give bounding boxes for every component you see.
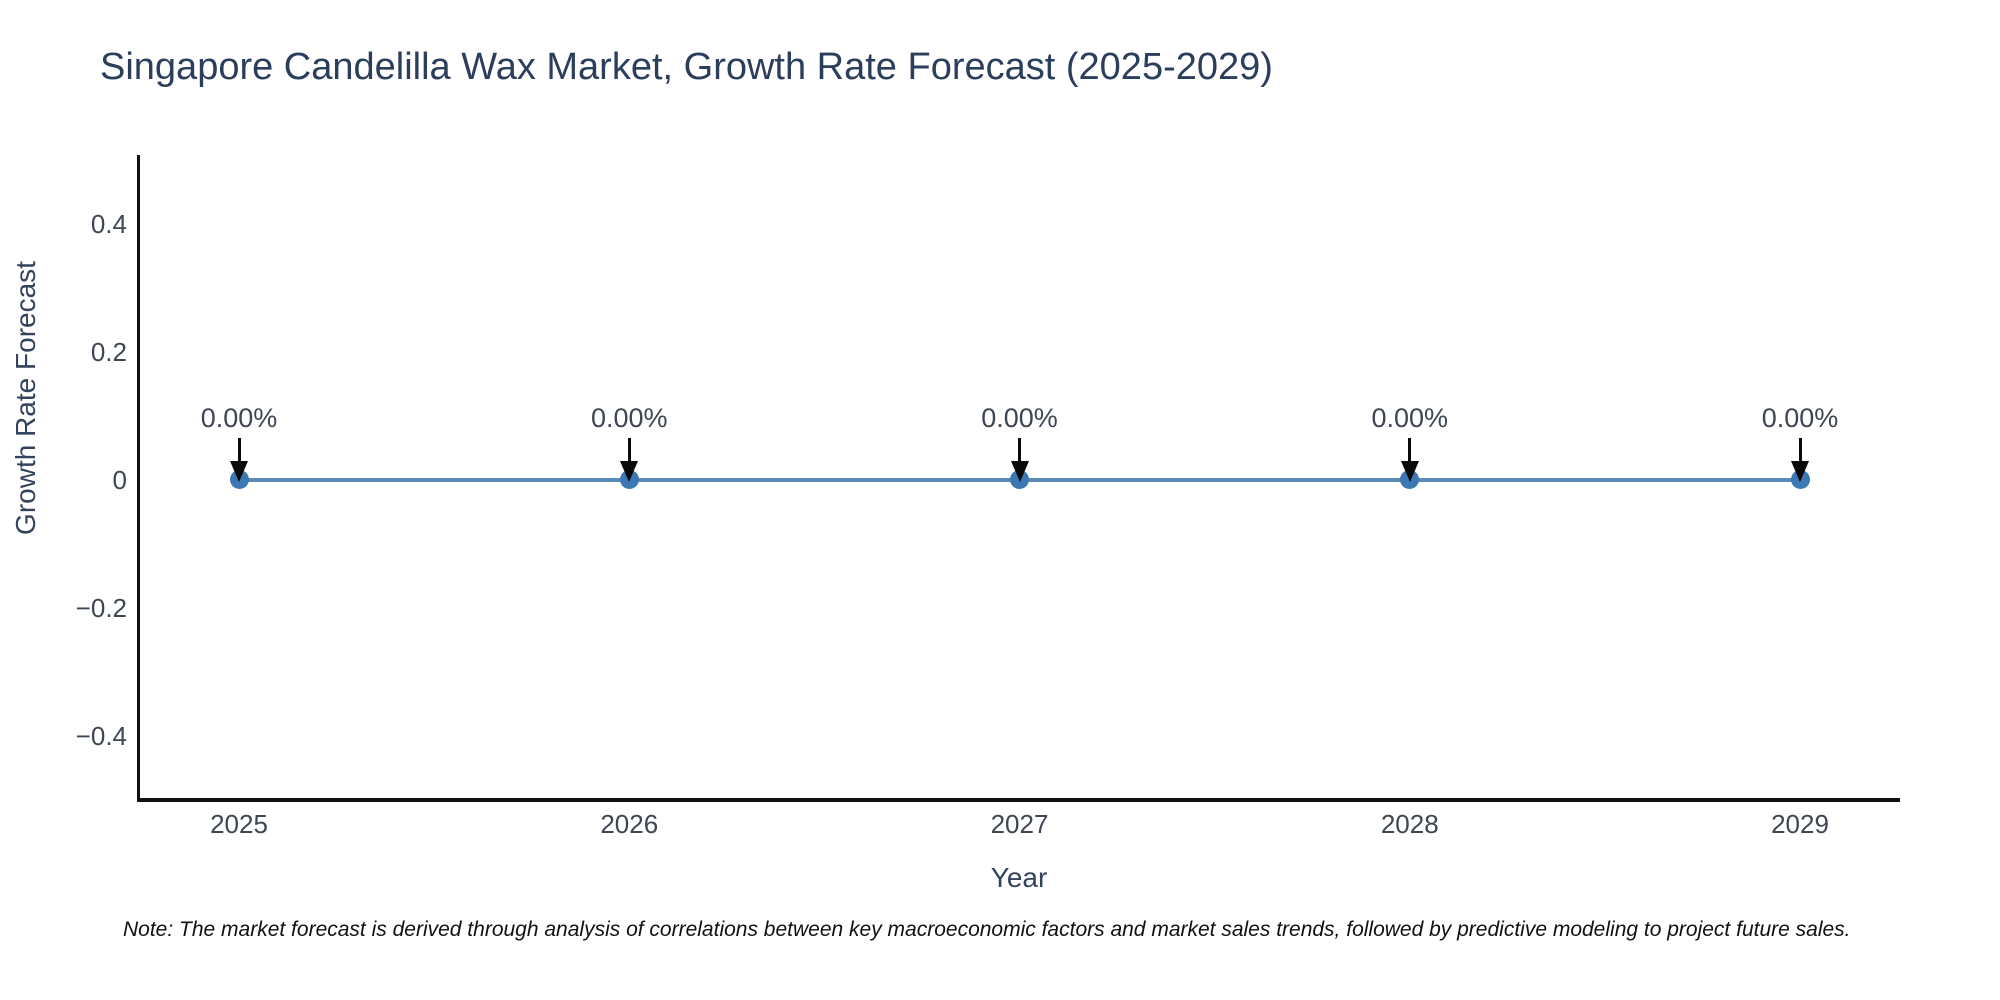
x-tick-label: 2029: [1771, 809, 1829, 839]
y-axis-title: Growth Rate Forecast: [10, 261, 41, 535]
y-tick-label: 0.2: [90, 336, 127, 367]
x-tick-label: 2025: [210, 809, 268, 839]
point-value-label: 0.00%: [590, 403, 668, 433]
x-tick-label: 2028: [1380, 809, 1439, 839]
footnote: Note: The market forecast is derived thr…: [123, 918, 1851, 941]
y-tick-label: 0.4: [90, 208, 127, 239]
point-value-label: 0.00%: [200, 403, 278, 433]
annotation-arrow-head: [1791, 461, 1809, 482]
y-axis-line: [137, 155, 140, 802]
annotation-arrow-head: [1010, 461, 1029, 482]
point-value-label: 0.00%: [1371, 403, 1449, 433]
y-tick-label: −0.4: [75, 720, 127, 751]
annotation-arrow-head: [620, 461, 639, 482]
x-tick-label: 2026: [600, 809, 659, 839]
annotation-arrow-stem: [1018, 438, 1021, 465]
point-value-label: 0.00%: [981, 403, 1058, 433]
annotation-arrow-stem: [237, 438, 241, 465]
point-value-label: 0.00%: [1761, 403, 1839, 433]
annotation-arrow-head: [1400, 461, 1419, 482]
x-tick-label: 2027: [990, 809, 1049, 839]
y-tick-label: −0.2: [75, 592, 127, 623]
y-tick-label: 0: [112, 464, 127, 495]
chart-title: Singapore Candelilla Wax Market, Growth …: [100, 46, 1273, 88]
annotation-arrow-stem: [1798, 438, 1802, 465]
annotation-arrow-head: [230, 461, 248, 482]
x-axis-title: Year: [990, 862, 1048, 893]
x-axis-line: [137, 798, 1900, 802]
annotation-arrow-stem: [627, 438, 631, 465]
annotation-arrow-stem: [1408, 438, 1412, 465]
